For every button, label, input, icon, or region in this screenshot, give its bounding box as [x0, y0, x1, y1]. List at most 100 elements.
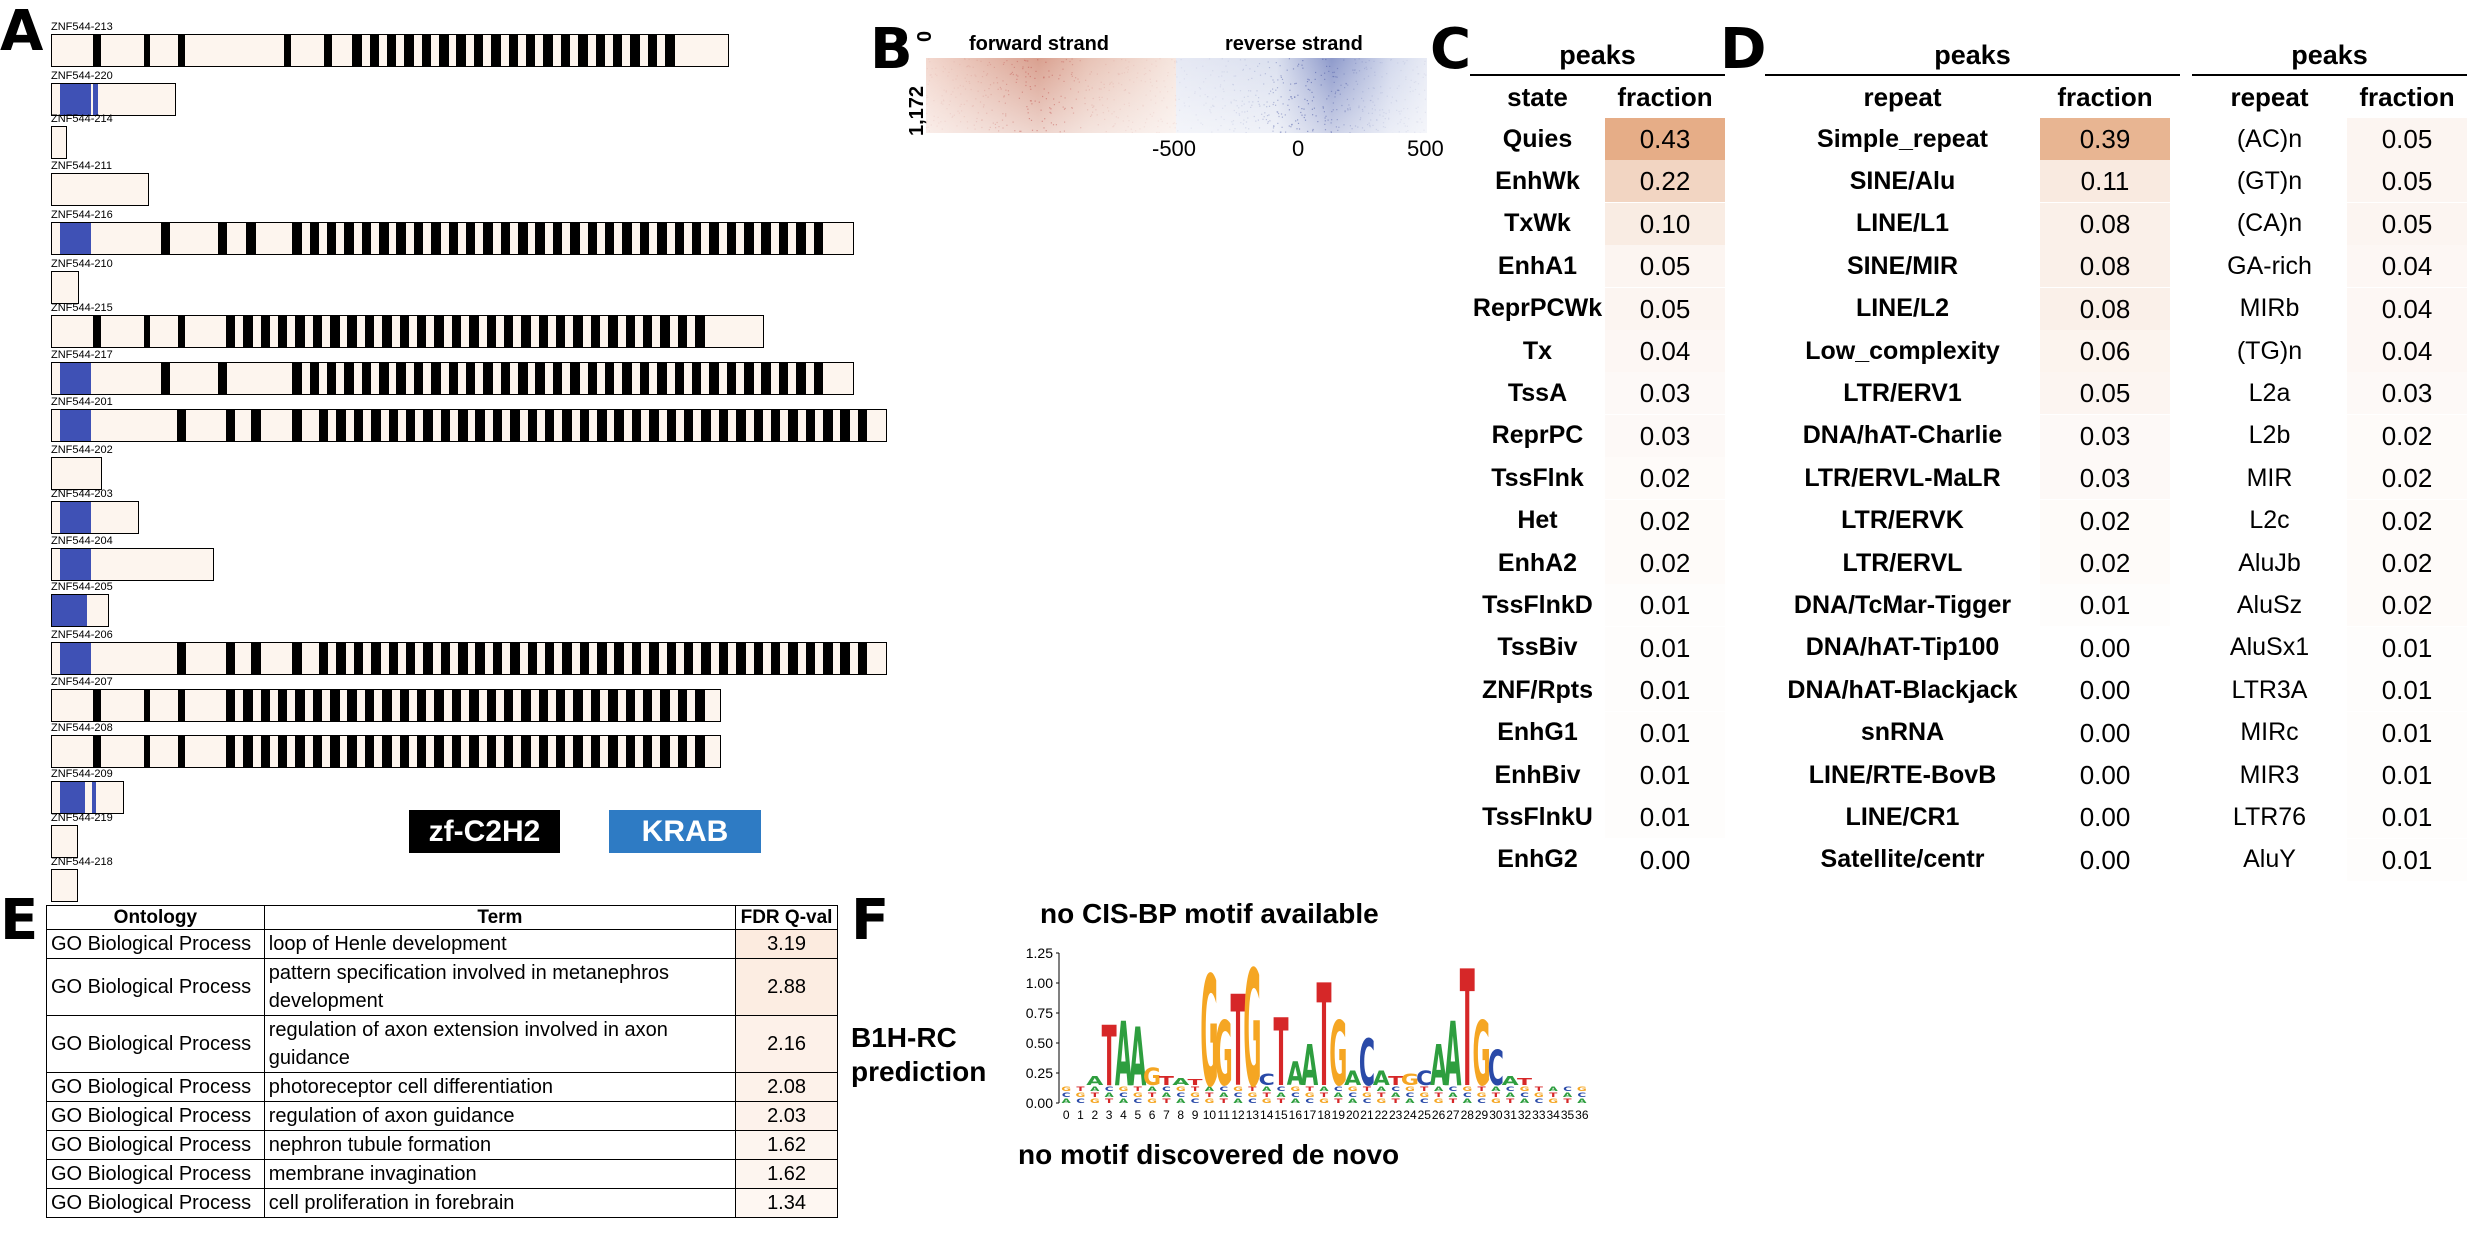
- heatmap-cell: [1245, 127, 1247, 129]
- zf-c2h2-domain: [143, 736, 150, 767]
- heatmap-cell: [1288, 99, 1290, 101]
- heatmap-cell: [1205, 102, 1207, 104]
- heatmap-cell: [927, 83, 929, 85]
- row-label: TssA: [1507, 378, 1568, 407]
- heatmap-cell: [1287, 104, 1289, 106]
- heatmap-cell: [1175, 114, 1177, 116]
- heatmap-cell: [1384, 126, 1386, 128]
- zf-c2h2-domain: [217, 363, 228, 394]
- go-term: pattern specification involved in metane…: [263, 958, 737, 1016]
- heatmap-cell: [989, 126, 991, 128]
- heatmap-cell: [1374, 104, 1376, 106]
- heatmap-cell: [1018, 97, 1020, 99]
- heatmap-cell: [966, 121, 968, 123]
- heatmap-cell: [1385, 112, 1387, 115]
- krab-domain: [59, 363, 92, 394]
- heatmap-cell: [1267, 122, 1269, 124]
- heatmap-cell: [1367, 75, 1370, 77]
- zf-c2h2-domain: [570, 223, 580, 254]
- zf-c2h2-domain: [796, 223, 806, 254]
- zf-c2h2-domain: [630, 35, 640, 66]
- table-row: SINE/Alu 0.11: [1765, 160, 2170, 203]
- heatmap-cell: [1071, 107, 1073, 109]
- heatmap-cell: [1345, 83, 1347, 85]
- transcript-label: ZNF544-220: [51, 70, 113, 82]
- logo-letter: T: [1148, 1092, 1157, 1099]
- heatmap-cell: [1403, 108, 1405, 110]
- heatmap-cell: [1153, 112, 1155, 114]
- logo-y-tick: 0.75: [1026, 1005, 1053, 1021]
- table-row: AluJb 0.02: [2192, 542, 2467, 584]
- heatmap-cell: [1243, 119, 1245, 121]
- heatmap-cell: [1163, 97, 1165, 99]
- heatmap-cell: [1214, 87, 1216, 89]
- zf-c2h2-domain: [451, 316, 462, 347]
- heatmap-cell: [1019, 130, 1021, 132]
- heatmap-cell: [1095, 109, 1097, 111]
- heatmap-cell: [1272, 127, 1275, 129]
- heatmap-cell: [953, 114, 955, 116]
- heatmap-cell: [1034, 85, 1036, 87]
- heatmap-cell: [938, 122, 940, 124]
- logo-letter: C: [1477, 1098, 1486, 1105]
- heatmap-cell: [930, 74, 932, 76]
- row-label: EnhA2: [1497, 548, 1578, 577]
- go-fdr: 2.03: [735, 1101, 838, 1131]
- zf-c2h2-domain: [510, 643, 520, 674]
- heatmap-cell: [1381, 109, 1384, 111]
- table-row: L2b 0.02: [2192, 414, 2467, 457]
- heatmap-cell: [1275, 62, 1277, 64]
- row-value: 0.02: [2347, 542, 2467, 584]
- heatmap-cell: [1322, 106, 1324, 108]
- logo-letter: G: [1329, 1004, 1347, 1107]
- heatmap-cell: [1063, 130, 1065, 132]
- heatmap-cell: [1413, 81, 1415, 83]
- heatmap-cell: [1307, 88, 1309, 90]
- heatmap-cell: [1235, 75, 1237, 77]
- logo-x-tick: 6: [1149, 1108, 1156, 1122]
- heatmap-cell: [1112, 86, 1115, 88]
- heatmap-cell: [1261, 113, 1263, 115]
- logo-x-tick: 29: [1475, 1108, 1489, 1122]
- heatmap-cell: [1297, 119, 1299, 121]
- zf-c2h2-domain: [312, 316, 323, 347]
- heatmap-cell: [1156, 80, 1158, 82]
- krab-domain: [91, 782, 97, 813]
- heatmap-cell: [1381, 92, 1383, 94]
- heatmap-cell: [1381, 76, 1383, 78]
- heatmap-cell: [1223, 90, 1225, 93]
- logo-y-tick: 0.00: [1026, 1095, 1053, 1111]
- go-fdr: 2.08: [735, 1072, 838, 1102]
- heatmap-cell: [1223, 80, 1225, 82]
- heatmap-cell: [976, 59, 978, 61]
- heatmap-cell: [1344, 110, 1346, 112]
- heatmap-cell: [1386, 95, 1388, 97]
- heatmap-cell: [1382, 126, 1385, 128]
- zf-c2h2-domain: [292, 643, 302, 674]
- zf-c2h2-domain: [225, 643, 236, 674]
- heatmap-cell: [1307, 78, 1309, 80]
- heatmap-cell: [1281, 116, 1283, 118]
- zf-c2h2-domain: [608, 690, 618, 721]
- heatmap-cell: [1202, 65, 1204, 67]
- heatmap-cell: [1407, 130, 1409, 132]
- logo-letter: G: [1548, 1098, 1558, 1105]
- heatmap-cell: [982, 95, 984, 97]
- heatmap-cell: [1072, 112, 1075, 114]
- heatmap-cell: [1373, 60, 1375, 62]
- go-fdr: 1.62: [735, 1130, 838, 1160]
- chromhmm-table-rule: [1470, 74, 1725, 76]
- heatmap-cell: [1365, 61, 1367, 63]
- heatmap-cell: [1104, 118, 1106, 120]
- zf-c2h2-domain: [587, 363, 598, 394]
- logo-letter: A: [1301, 1035, 1318, 1099]
- heatmap-cell: [972, 105, 974, 107]
- heatmap-cell: [1294, 96, 1296, 98]
- heatmap-cell: [1303, 116, 1305, 119]
- heatmap-cell: [1404, 125, 1406, 127]
- heatmap-cell: [1119, 73, 1121, 75]
- zf-c2h2-domain: [369, 35, 380, 66]
- heatmap-cell: [1061, 61, 1063, 63]
- logo-letter: A: [1444, 1004, 1461, 1107]
- heatmap-cell: [1324, 72, 1326, 74]
